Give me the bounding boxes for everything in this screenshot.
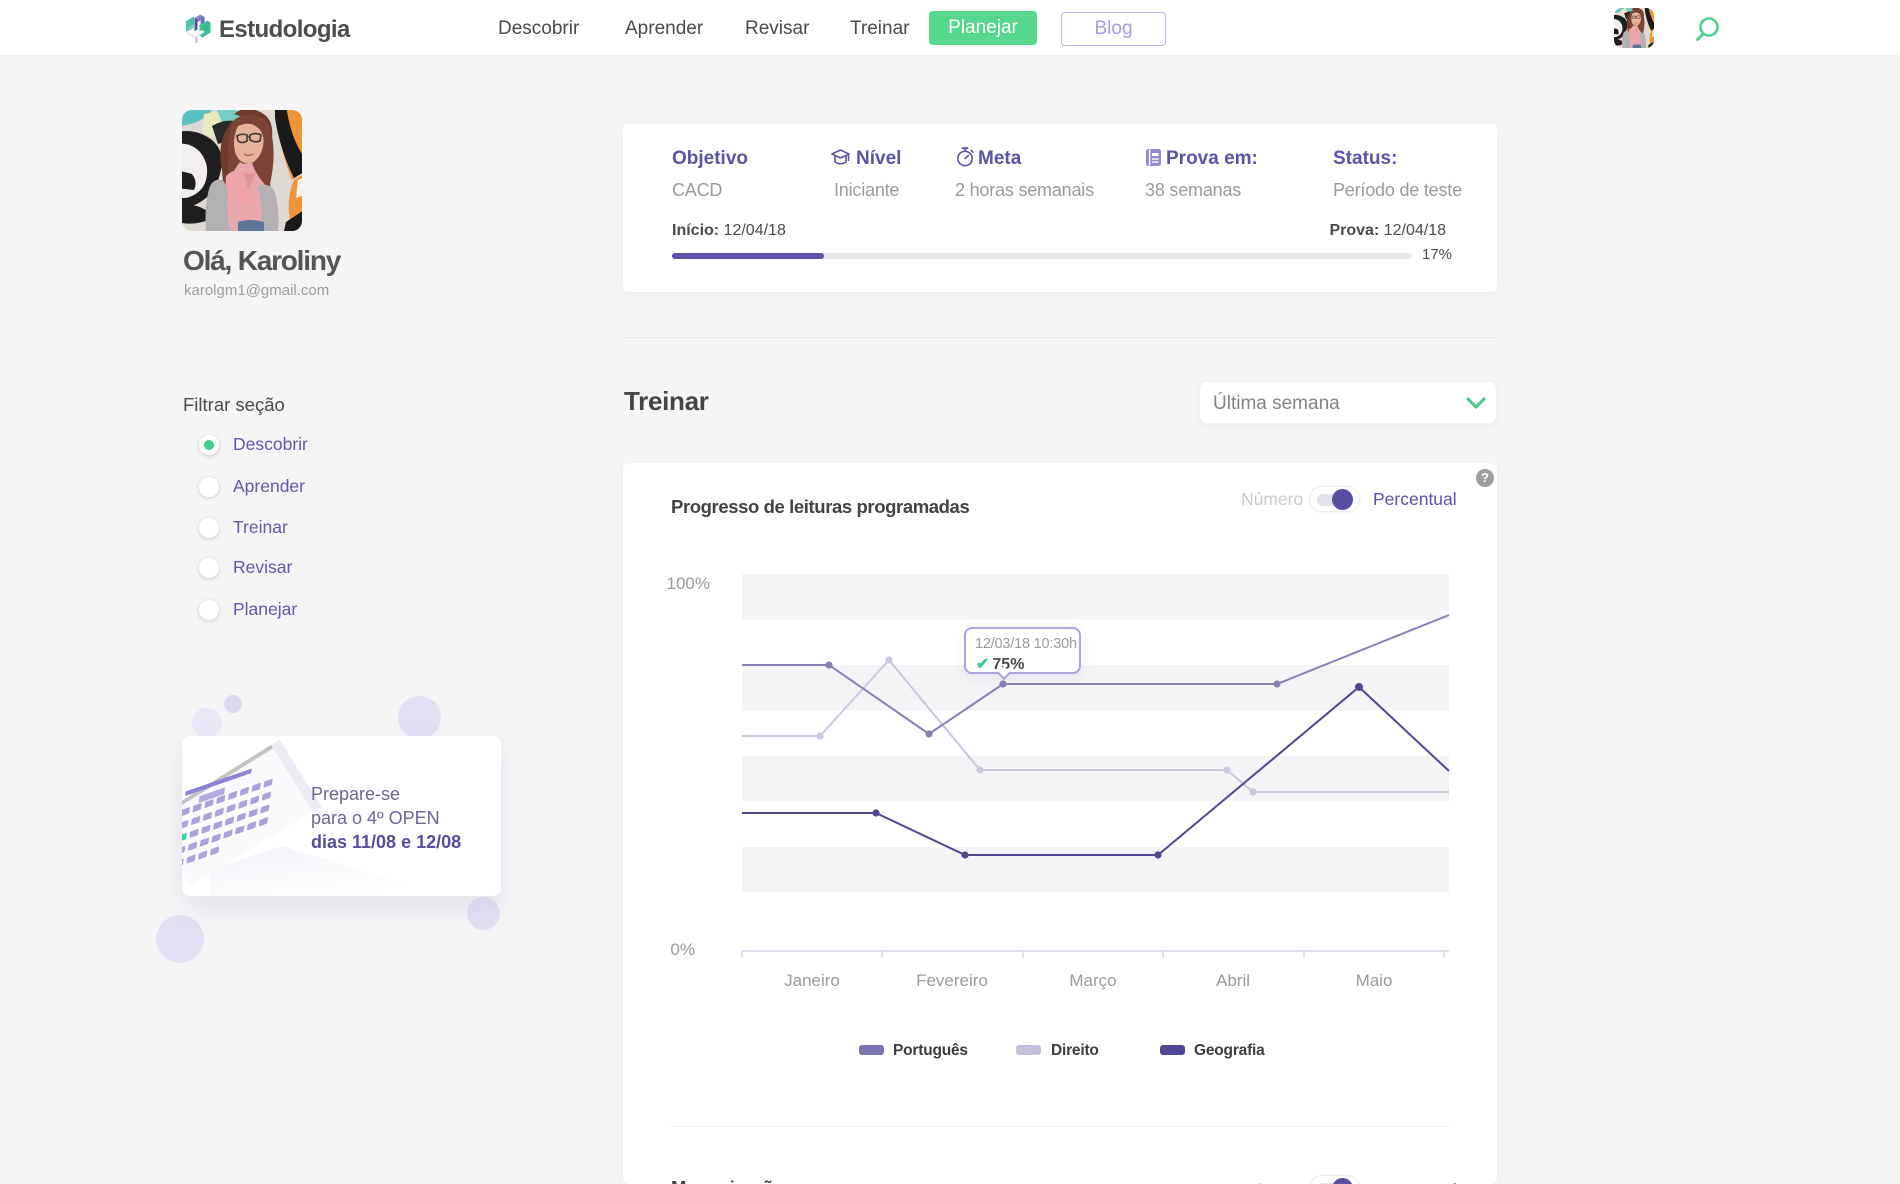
svg-text:Fevereiro: Fevereiro	[916, 971, 988, 990]
svg-text:0%: 0%	[670, 940, 695, 959]
svg-text:Maio: Maio	[1356, 971, 1393, 990]
svg-text:Abril: Abril	[1216, 971, 1250, 990]
svg-text:Janeiro: Janeiro	[784, 971, 840, 990]
svg-text:100%: 100%	[667, 574, 710, 593]
svg-text:Março: Março	[1069, 971, 1116, 990]
